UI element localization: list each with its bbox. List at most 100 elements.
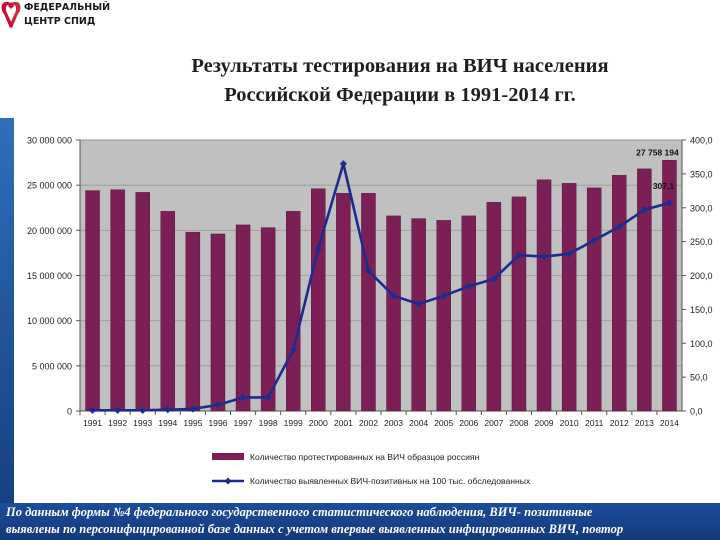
y-left-tick-label: 20 000 000 [27, 226, 72, 236]
x-tick-label: 2011 [585, 418, 604, 428]
y-right-tick-label: 100,0 [690, 339, 713, 349]
line-point [139, 406, 147, 414]
bar [637, 168, 652, 412]
bar [461, 215, 477, 412]
x-tick-label: 2001 [334, 418, 353, 428]
bar [285, 211, 301, 412]
x-tick-label: 2014 [660, 418, 679, 428]
bar [511, 196, 527, 412]
line-point [189, 405, 197, 413]
bar [311, 188, 326, 412]
y-left-tick-label: 0 [67, 407, 72, 417]
footer-line-2: выявлены по персонифицированной базе дан… [6, 522, 624, 536]
x-tick-label: 2002 [359, 418, 378, 428]
bar [185, 231, 201, 412]
logo-line-2: ЦЕНТР СПИД [24, 16, 96, 27]
bar [160, 211, 176, 412]
line-point [239, 393, 247, 402]
x-tick-label: 2000 [309, 418, 328, 428]
x-tick-label: 1997 [233, 418, 252, 428]
x-tick-label: 1995 [183, 418, 202, 428]
line-point [214, 401, 222, 409]
y-left-tick-label: 25 000 000 [27, 181, 72, 191]
bar [612, 175, 627, 412]
x-tick-label: 2007 [484, 418, 503, 428]
x-tick-label: 2010 [560, 418, 579, 428]
y-right-tick-label: 400,0 [690, 136, 713, 146]
bar [336, 193, 351, 412]
x-tick-label: 1999 [284, 418, 303, 428]
legend-swatch-bars [212, 453, 244, 460]
x-tick-label: 1992 [108, 418, 127, 428]
x-tick-label: 1993 [133, 418, 152, 428]
bar [361, 193, 376, 412]
slide-title-line-1: Результаты тестирования на ВИЧ населения [191, 55, 609, 77]
slide-title-line-2: Российской Федерации в 1991-2014 гг. [224, 84, 576, 106]
y-right-tick-label: 200,0 [690, 271, 713, 281]
line-point [88, 406, 97, 414]
line-point [565, 250, 573, 258]
bar [85, 190, 100, 412]
bar [110, 189, 125, 412]
y-right-tick-label: 300,0 [690, 203, 713, 213]
line-point [264, 393, 272, 402]
y-right-tick-label: 350,0 [690, 169, 713, 179]
bar [386, 215, 401, 412]
x-tick-label: 1996 [208, 418, 227, 428]
red-ribbon-icon [1, 2, 21, 28]
line-point [590, 236, 598, 244]
x-tick-label: 1998 [259, 418, 278, 428]
y-right-tick-label: 250,0 [690, 237, 713, 247]
legend-swatch-line-marker [224, 477, 232, 485]
line-point [114, 406, 122, 414]
bar [260, 227, 276, 412]
x-tick-label: 2008 [509, 418, 528, 428]
chart: 0 5 000 000 10 000 000 15 000 000 20 000 000… [27, 136, 713, 487]
y-left-tick-label: 5 000 000 [32, 361, 72, 371]
bar [436, 220, 451, 412]
y-right-tick-label: 50,0 [690, 373, 708, 383]
series-line [92, 162, 670, 412]
bar [561, 183, 577, 412]
x-tick-label: 1991 [83, 418, 102, 428]
logo-text: ФЕДЕРАЛЬНЫЙ ЦЕНТР СПИД [24, 1, 110, 29]
line-point [490, 275, 498, 283]
bar [210, 233, 226, 412]
line-point [364, 267, 373, 275]
slide-title: Результаты тестирования на ВИЧ населения… [110, 52, 690, 110]
x-tick-label: 1994 [158, 418, 177, 428]
bar [486, 202, 502, 412]
bar [662, 160, 677, 412]
bar [536, 179, 552, 412]
logo: ФЕДЕРАЛЬНЫЙ ЦЕНТР СПИД [0, 0, 110, 30]
x-tick-label: 2006 [459, 418, 478, 428]
legend-label-line: Количество выявленных ВИЧ-позитивных на … [250, 476, 531, 486]
footer-note: По данным формы №4 федерального государс… [0, 503, 720, 540]
decorative-left-strip [0, 118, 14, 503]
line-point [440, 292, 448, 300]
x-tick-label: 2013 [635, 418, 654, 428]
y-right-tick-label: 150,0 [690, 305, 713, 315]
line-point [640, 206, 648, 214]
x-tick-label: 2005 [434, 418, 453, 428]
line-point [339, 160, 347, 168]
x-tick-label: 2012 [610, 418, 629, 428]
footer-line-1: По данным формы №4 федерального государс… [6, 505, 593, 519]
logo-line-1: ФЕДЕРАЛЬНЫЙ [24, 2, 111, 13]
legend: Количество протестированных на ВИЧ образ… [212, 452, 531, 486]
line-point [615, 223, 623, 231]
bar [235, 224, 251, 412]
y-left-tick-label: 30 000 000 [27, 136, 72, 146]
line-point [314, 244, 322, 252]
y-left-tick-label: 10 000 000 [27, 316, 72, 326]
line-point [164, 406, 172, 414]
legend-label-bars: Количество протестированных на ВИЧ образ… [250, 452, 480, 462]
x-tick-label: 2009 [534, 418, 553, 428]
data-label-bar: 27 758 194 [636, 147, 679, 157]
y-right-tick-label: 0,0 [690, 407, 703, 417]
line-point [389, 292, 398, 300]
bar [135, 192, 150, 412]
line-point [665, 199, 674, 207]
bar [411, 218, 426, 412]
data-label-line: 307,1 [653, 181, 675, 191]
